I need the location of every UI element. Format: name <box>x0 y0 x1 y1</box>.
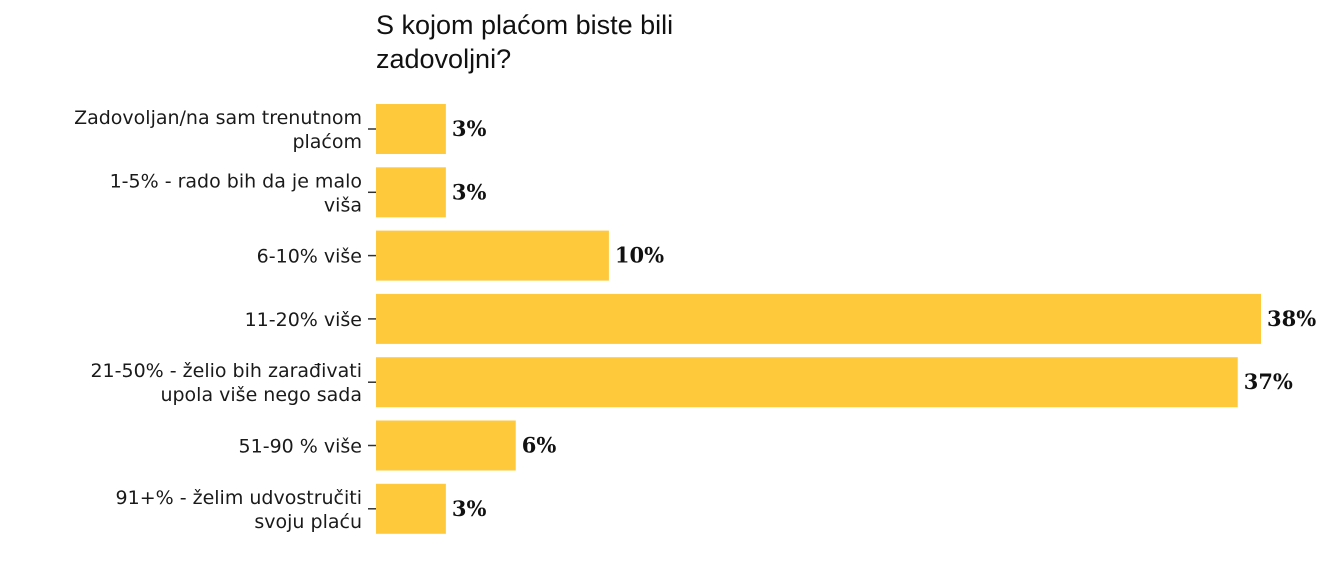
value-label-6: 3% <box>452 496 487 521</box>
chart-title: S kojom plaćom biste bili zadovoljni? <box>376 10 674 74</box>
bar-0 <box>376 104 446 154</box>
category-label-6-line-0: 91+% - želim udvostručiti <box>116 487 362 509</box>
category-label-1-line-1: viša <box>324 194 362 216</box>
category-label-0-line-0: Zadovoljan/na sam trenutnom <box>74 107 362 129</box>
bar-3 <box>376 293 1261 344</box>
category-label-6-line-1: svoju plaću <box>254 511 362 533</box>
value-label-3: 38% <box>1267 306 1316 331</box>
category-label-1-line-0: 1-5% - rado bih da je malo <box>110 170 362 192</box>
value-label-1: 3% <box>452 179 487 204</box>
category-label-3: 11-20% više <box>245 309 362 331</box>
bar-6 <box>376 483 446 534</box>
value-label-2: 10% <box>615 243 664 268</box>
value-label-4: 37% <box>1244 369 1293 394</box>
value-label-5: 6% <box>522 433 557 458</box>
bar-2 <box>376 230 609 281</box>
bar-4 <box>376 357 1238 408</box>
value-label-0: 3% <box>452 116 487 141</box>
category-label-5: 51-90 % više <box>239 436 362 458</box>
category-label-0-line-1: plaćom <box>292 131 362 153</box>
category-label-4-line-1: upola više nego sada <box>160 384 362 406</box>
category-label-4-line-0: 21-50% - želio bih zarađivati <box>90 360 362 382</box>
bar-5 <box>376 420 516 471</box>
bar-1 <box>376 167 446 218</box>
category-label-2: 6-10% više <box>257 246 362 268</box>
